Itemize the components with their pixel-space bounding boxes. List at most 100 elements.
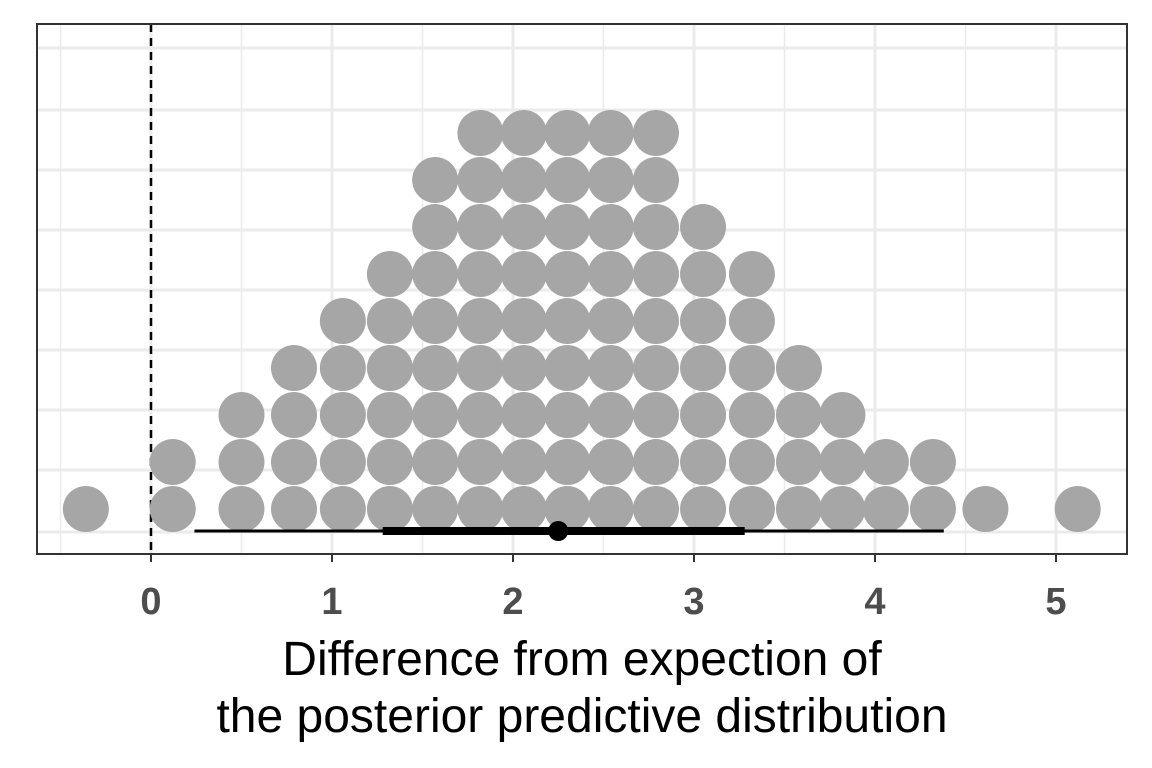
dot-1-1	[149, 439, 196, 485]
dot-6-7	[412, 157, 459, 203]
x-tick-label-0: 0	[140, 581, 161, 623]
dot-4-3	[319, 345, 366, 391]
point-interval	[194, 521, 944, 541]
dot-11-4	[632, 298, 679, 344]
dot-18-0	[962, 486, 1009, 532]
dot-6-1	[412, 439, 459, 485]
point-estimate	[548, 521, 569, 541]
dot-7-2	[457, 392, 504, 438]
dot-9-8	[544, 110, 591, 156]
dot-5-5	[366, 251, 413, 297]
dot-7-7	[457, 157, 504, 203]
dot-5-0	[366, 486, 413, 532]
dot-8-1	[500, 439, 547, 485]
dot-6-0	[412, 486, 459, 532]
dot-13-4	[728, 298, 775, 344]
x-tick-label-5: 5	[1045, 581, 1066, 623]
dot-10-2	[587, 392, 634, 438]
dot-7-4	[457, 298, 504, 344]
x-tick-label-4: 4	[864, 581, 885, 623]
dot-12-0	[680, 486, 727, 532]
dot-3-3	[270, 345, 317, 391]
dot-10-1	[587, 439, 634, 485]
dot-9-7	[544, 157, 591, 203]
dot-11-3	[632, 345, 679, 391]
dot-13-0	[728, 486, 775, 532]
dot-12-1	[680, 439, 727, 485]
dot-8-5	[500, 251, 547, 297]
dot-5-1	[366, 439, 413, 485]
dot-10-5	[587, 251, 634, 297]
dot-1-0	[149, 486, 196, 532]
dot-7-8	[457, 110, 504, 156]
dot-7-0	[457, 486, 504, 532]
dot-11-8	[632, 110, 679, 156]
dot-11-5	[632, 251, 679, 297]
dot-9-2	[544, 392, 591, 438]
dot-5-2	[366, 392, 413, 438]
dot-8-7	[500, 157, 547, 203]
dot-7-6	[457, 204, 504, 250]
dot-14-1	[775, 439, 822, 485]
dot-15-0	[819, 486, 866, 532]
dot-7-1	[457, 439, 504, 485]
dot-11-1	[632, 439, 679, 485]
dot-0-0	[62, 486, 109, 532]
dot-10-0	[587, 486, 634, 532]
dot-12-5	[680, 251, 727, 297]
dot-2-2	[218, 392, 265, 438]
dot-stacks	[62, 110, 1101, 532]
dot-9-6	[544, 204, 591, 250]
dot-6-2	[412, 392, 459, 438]
dot-8-3	[500, 345, 547, 391]
dot-6-6	[412, 204, 459, 250]
dot-4-1	[319, 439, 366, 485]
dot-17-0	[909, 486, 956, 532]
dot-9-0	[544, 486, 591, 532]
dot-10-7	[587, 157, 634, 203]
dot-14-3	[775, 345, 822, 391]
dot-10-3	[587, 345, 634, 391]
dot-16-0	[862, 486, 909, 532]
dot-10-8	[587, 110, 634, 156]
dot-19-0	[1054, 486, 1101, 532]
dot-4-0	[319, 486, 366, 532]
dot-5-3	[366, 345, 413, 391]
dot-12-3	[680, 345, 727, 391]
panel-border	[36, 23, 1128, 555]
x-tick-label-3: 3	[683, 581, 704, 623]
dot-7-3	[457, 345, 504, 391]
dot-13-2	[728, 392, 775, 438]
dot-10-6	[587, 204, 634, 250]
x-tick-label-2: 2	[502, 581, 523, 623]
dot-13-3	[728, 345, 775, 391]
dot-8-6	[500, 204, 547, 250]
dot-12-6	[680, 204, 727, 250]
dot-4-4	[319, 298, 366, 344]
dot-6-4	[412, 298, 459, 344]
dot-8-2	[500, 392, 547, 438]
x-axis-title-line-1: Difference from expection of	[282, 633, 882, 686]
dot-3-2	[270, 392, 317, 438]
dot-5-4	[366, 298, 413, 344]
dot-14-2	[775, 392, 822, 438]
dot-14-0	[775, 486, 822, 532]
dot-11-7	[632, 157, 679, 203]
dot-15-1	[819, 439, 866, 485]
dot-9-4	[544, 298, 591, 344]
dot-3-1	[270, 439, 317, 485]
dot-9-3	[544, 345, 591, 391]
dot-15-2	[819, 392, 866, 438]
dot-9-1	[544, 439, 591, 485]
dot-13-5	[728, 251, 775, 297]
dot-2-1	[218, 439, 265, 485]
dot-13-1	[728, 439, 775, 485]
x-tick-label-1: 1	[321, 581, 342, 623]
dot-4-2	[319, 392, 366, 438]
dot-9-5	[544, 251, 591, 297]
dot-11-6	[632, 204, 679, 250]
dot-2-0	[218, 486, 265, 532]
dot-7-5	[457, 251, 504, 297]
dot-11-0	[632, 486, 679, 532]
x-axis-title-line-2: the posterior predictive distribution	[216, 690, 947, 743]
